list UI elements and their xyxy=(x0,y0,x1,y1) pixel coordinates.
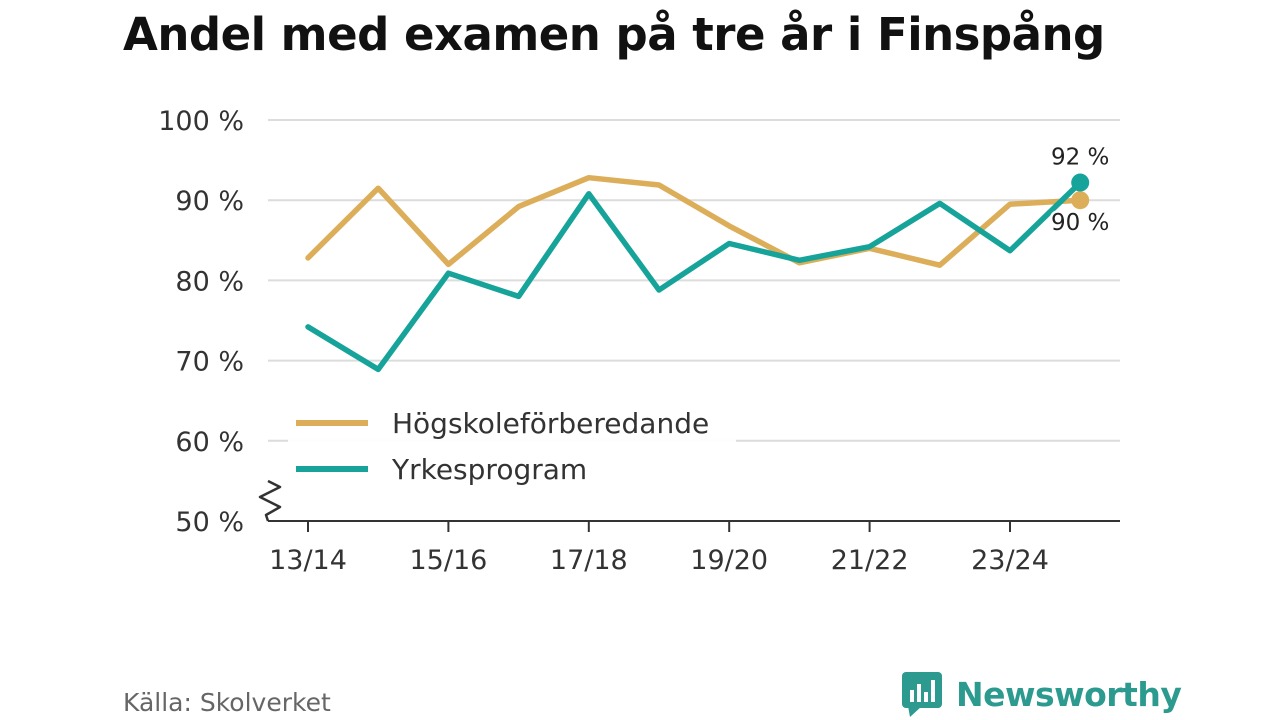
brand-name: Newsworthy xyxy=(956,674,1182,714)
axis-break-line xyxy=(258,479,282,522)
legend-label: Högskoleförberedande xyxy=(392,407,709,440)
end-label: 92 % xyxy=(1051,145,1109,171)
newsworthy-logo-icon xyxy=(902,672,942,717)
y-tick-label: 80 % xyxy=(175,266,244,297)
legend: Högskoleförberedande Yrkesprogram xyxy=(288,399,736,495)
series-end-point xyxy=(1071,173,1090,192)
end-label: 90 % xyxy=(1051,210,1109,236)
y-tick-label: 60 % xyxy=(175,427,244,458)
x-tick-label: 17/18 xyxy=(550,545,628,576)
legend-background xyxy=(288,399,736,495)
x-tick-label: 21/22 xyxy=(831,545,909,576)
chart-title: Andel med examen på tre år i Finspång xyxy=(123,8,1105,61)
axis-break-icon xyxy=(258,479,282,522)
series-lines xyxy=(305,173,1090,373)
legend-label: Yrkesprogram xyxy=(391,453,587,486)
series-end-point xyxy=(1071,191,1090,210)
x-tick-label: 19/20 xyxy=(690,545,768,576)
y-tick-label: 50 % xyxy=(175,507,244,538)
y-tick-labels: 50 % 60 % 70 % 80 % 90 % 100 % xyxy=(158,106,244,538)
brand-logo[interactable]: Newsworthy xyxy=(902,670,1182,718)
y-tick-label: 70 % xyxy=(175,347,244,378)
grid-lines xyxy=(268,119,1120,442)
x-tick-label: 23/24 xyxy=(971,545,1049,576)
series-line xyxy=(305,174,1083,268)
x-axis: 13/14 15/16 17/18 19/20 21/22 23/24 xyxy=(268,520,1120,576)
x-tick-label: 15/16 xyxy=(409,545,487,576)
end-labels: 90 % 92 % xyxy=(1048,142,1111,239)
x-tick-label: 13/14 xyxy=(269,545,347,576)
y-tick-label: 100 % xyxy=(158,106,244,137)
series-line xyxy=(305,179,1083,373)
y-tick-label: 90 % xyxy=(175,186,244,217)
source-note: Källa: Skolverket xyxy=(123,688,331,717)
